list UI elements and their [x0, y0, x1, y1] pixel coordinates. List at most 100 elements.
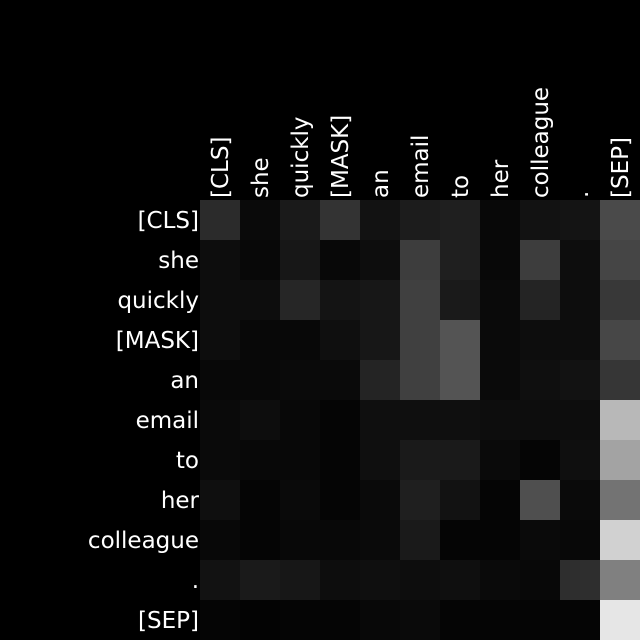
- heatmap-cell: [240, 240, 280, 280]
- heatmap-cell: [240, 280, 280, 320]
- y-tick-label: to: [176, 448, 199, 474]
- heatmap-cell: [280, 600, 320, 640]
- heatmap-cell: [400, 560, 440, 600]
- heatmap-cell: [560, 400, 600, 440]
- heatmap-cell: [320, 600, 360, 640]
- heatmap-cell: [440, 400, 480, 440]
- heatmap-cell: [520, 240, 560, 280]
- heatmap-cell: [280, 560, 320, 600]
- heatmap-cell: [440, 200, 480, 240]
- heatmap-cell: [440, 440, 480, 480]
- heatmap-cell: [520, 400, 560, 440]
- heatmap-cell: [240, 480, 280, 520]
- heatmap-cell: [480, 560, 520, 600]
- heatmap-cell: [440, 240, 480, 280]
- x-tick-label: email: [408, 135, 434, 198]
- heatmap-cell: [600, 360, 640, 400]
- heatmap-cell: [280, 520, 320, 560]
- heatmap-cell: [200, 200, 240, 240]
- heatmap-cell: [560, 480, 600, 520]
- heatmap-cell: [280, 360, 320, 400]
- heatmap-cell: [360, 480, 400, 520]
- heatmap-cell: [520, 600, 560, 640]
- heatmap-cell: [360, 520, 400, 560]
- x-tick-label: [CLS]: [208, 137, 234, 198]
- heatmap-cell: [520, 480, 560, 520]
- heatmap-cell: [280, 400, 320, 440]
- heatmap-cell: [480, 600, 520, 640]
- x-tick-labels: [CLS] she quickly [MASK] an email to her colleag…: [208, 87, 634, 198]
- heatmap-cell: [320, 400, 360, 440]
- heatmap-cell: [400, 200, 440, 240]
- heatmap-cell: [400, 320, 440, 360]
- heatmap-cell: [320, 520, 360, 560]
- y-tick-label: [SEP]: [138, 608, 199, 634]
- heatmap-cell: [440, 520, 480, 560]
- heatmap-cell: [200, 480, 240, 520]
- y-tick-label: quickly: [117, 288, 199, 314]
- heatmap-cell: [200, 360, 240, 400]
- x-tick-label: she: [248, 157, 274, 198]
- y-tick-label: .: [192, 568, 199, 594]
- heatmap-cell: [440, 480, 480, 520]
- heatmap-cell: [600, 240, 640, 280]
- heatmap-cell: [600, 320, 640, 360]
- y-tick-label: she: [158, 248, 199, 274]
- heatmap-cell: [400, 280, 440, 320]
- heatmap-cell: [280, 240, 320, 280]
- heatmap-cell: [560, 240, 600, 280]
- heatmap-cell: [320, 280, 360, 320]
- heatmap-cell: [480, 440, 520, 480]
- heatmap-cell: [600, 440, 640, 480]
- heatmap-cell: [400, 240, 440, 280]
- heatmap-cell: [360, 600, 400, 640]
- heatmap-cell: [600, 520, 640, 560]
- heatmap-cell: [320, 440, 360, 480]
- heatmap-cell: [400, 360, 440, 400]
- heatmap-cell: [480, 280, 520, 320]
- heatmap-cell: [320, 320, 360, 360]
- heatmap-cell: [320, 240, 360, 280]
- heatmap-cell: [560, 280, 600, 320]
- heatmap-cell: [200, 560, 240, 600]
- heatmap-cell: [600, 600, 640, 640]
- heatmap-cell: [360, 320, 400, 360]
- heatmap-cell: [240, 560, 280, 600]
- heatmap-cell: [520, 520, 560, 560]
- heatmap-cell: [600, 280, 640, 320]
- heatmap-cell: [480, 520, 520, 560]
- heatmap-cell: [400, 600, 440, 640]
- heatmap-cell: [360, 240, 400, 280]
- heatmap-cell: [440, 560, 480, 600]
- heatmap-cell: [200, 280, 240, 320]
- heatmap-cell: [400, 520, 440, 560]
- heatmap-cell: [200, 400, 240, 440]
- heatmap-cell: [560, 360, 600, 400]
- heatmap-cell: [480, 360, 520, 400]
- y-tick-label: [CLS]: [138, 208, 199, 234]
- heatmap-cell: [480, 400, 520, 440]
- x-tick-label: colleague: [528, 87, 554, 198]
- heatmap-cell: [560, 320, 600, 360]
- heatmap-cell: [280, 440, 320, 480]
- heatmap-cell: [280, 280, 320, 320]
- heatmap-cell: [600, 200, 640, 240]
- heatmap-cell: [600, 400, 640, 440]
- heatmap-cell: [440, 360, 480, 400]
- heatmap-cell: [320, 200, 360, 240]
- heatmap-cell: [560, 600, 600, 640]
- heatmap-cell: [240, 360, 280, 400]
- heatmap-cell: [360, 400, 400, 440]
- heatmap-cell: [520, 360, 560, 400]
- y-tick-labels: [CLS] she quickly [MASK] an email to her colleag…: [88, 208, 200, 634]
- heatmap-cell: [600, 560, 640, 600]
- heatmap-cell: [360, 560, 400, 600]
- heatmap-cell: [400, 400, 440, 440]
- heatmap-cell: [400, 440, 440, 480]
- heatmap-cell: [560, 200, 600, 240]
- heatmap-cell: [320, 560, 360, 600]
- x-tick-label: [SEP]: [608, 137, 634, 198]
- heatmap-cell: [200, 320, 240, 360]
- heatmap-cell: [600, 480, 640, 520]
- heatmap-cell: [520, 280, 560, 320]
